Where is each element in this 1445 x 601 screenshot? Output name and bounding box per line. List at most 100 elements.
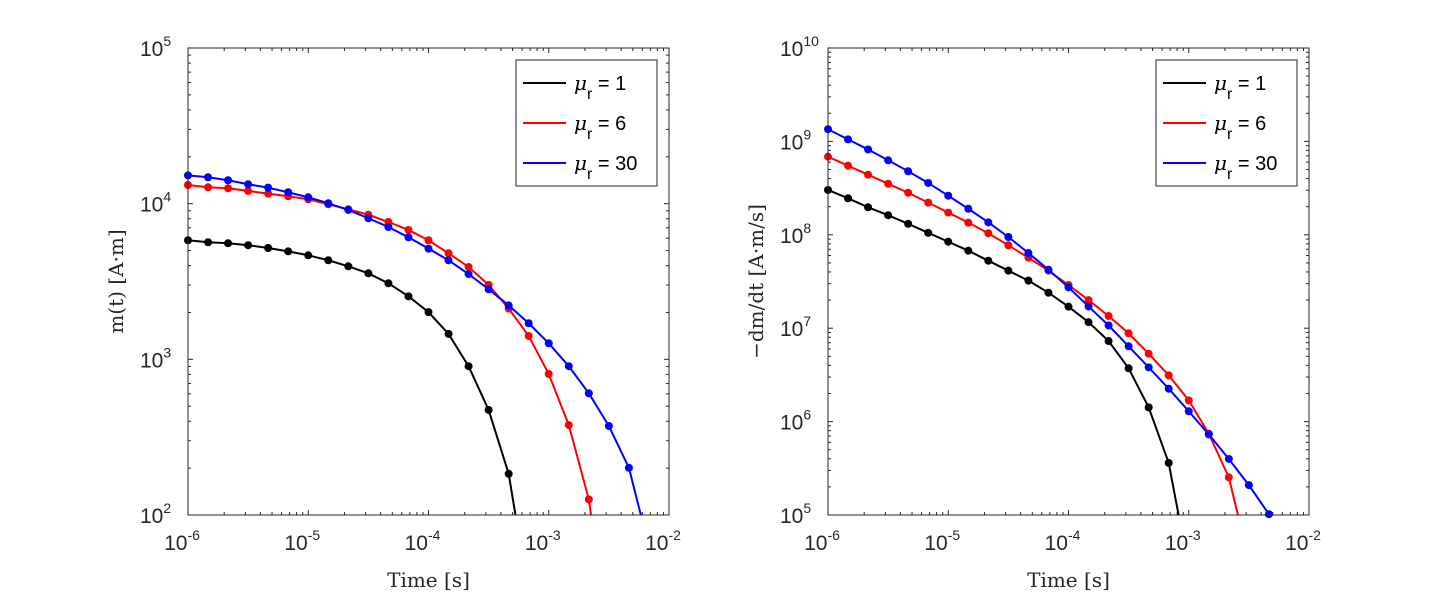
legend-symbol: μ	[574, 151, 587, 175]
tick-exponent: 5	[803, 500, 811, 516]
legend-label: μr = 1	[574, 71, 626, 103]
y-tick-label: 107	[780, 313, 811, 341]
tick-base: 10	[780, 131, 803, 154]
data-point	[204, 173, 213, 182]
legend-symbol: μ	[1214, 71, 1227, 95]
axes-box	[187, 47, 670, 516]
data-point	[464, 262, 473, 271]
data-point	[344, 262, 353, 271]
tick-exponent: 10	[803, 33, 819, 49]
data-point	[1044, 288, 1053, 297]
series-line	[187, 184, 593, 516]
y-axis-label: m(t) [A·m]	[104, 229, 128, 333]
tick-base: 10	[780, 412, 803, 435]
y-tick-label: 103	[140, 344, 171, 372]
data-point	[1064, 283, 1073, 292]
data-point	[484, 405, 493, 414]
legend-label: μr = 1	[1214, 71, 1266, 103]
y-tick-label: 106	[780, 407, 811, 435]
data-point	[1104, 321, 1113, 330]
data-point	[564, 421, 573, 430]
data-point	[924, 228, 933, 237]
legend-item: μr = 30	[523, 151, 637, 183]
data-point	[984, 256, 993, 265]
data-point	[1264, 510, 1273, 519]
data-point	[964, 246, 973, 255]
tick-base: 10	[780, 505, 803, 528]
legend-subscript: r	[587, 126, 593, 143]
legend-subscript: r	[587, 166, 593, 183]
data-point	[1024, 249, 1033, 258]
legend-value: = 6	[1232, 113, 1266, 135]
x-tick-label: 10-2	[645, 527, 681, 555]
data-point	[444, 329, 453, 338]
data-point	[1224, 454, 1233, 463]
data-point	[944, 237, 953, 246]
data-point	[1004, 233, 1013, 242]
x-axis-label: Time [s]	[387, 568, 470, 592]
legend-symbol: μ	[574, 111, 587, 135]
data-point	[424, 308, 433, 317]
series-line	[187, 174, 642, 516]
y-tick-label: 102	[140, 500, 171, 528]
y-tick-label: 105	[780, 500, 811, 528]
data-point	[624, 463, 633, 472]
data-point	[844, 135, 853, 144]
legend-value: = 30	[1232, 153, 1277, 175]
tick-base: 10	[780, 318, 803, 341]
x-tick-label: 10-4	[405, 527, 441, 555]
series-line	[827, 189, 1180, 516]
legend-label: μr = 30	[1214, 151, 1277, 183]
data-point	[244, 180, 253, 189]
axes-box	[827, 47, 1310, 516]
data-point	[324, 256, 333, 265]
tick-base: 10	[645, 532, 668, 555]
y-tick-label: 105	[140, 33, 171, 61]
legend-item: μr = 1	[1163, 71, 1266, 103]
data-point	[524, 319, 533, 328]
x-tick-label: 10-2	[1285, 527, 1321, 555]
data-point	[1164, 371, 1173, 380]
data-point	[1184, 396, 1193, 405]
x-tick-label: 10-6	[164, 527, 200, 555]
legend-label: μr = 6	[574, 111, 626, 143]
data-point	[404, 225, 413, 234]
tick-exponent: -2	[1308, 527, 1321, 543]
data-point	[1104, 312, 1113, 321]
data-point	[1124, 364, 1133, 373]
data-point	[204, 238, 213, 247]
series-line	[827, 155, 1239, 516]
data-point	[564, 362, 573, 371]
data-point	[1004, 266, 1013, 275]
tick-base: 10	[140, 194, 163, 217]
tick-base: 10	[1165, 532, 1188, 555]
tick-exponent: 4	[163, 189, 171, 205]
tick-base: 10	[525, 532, 548, 555]
tick-exponent: -3	[1188, 527, 1201, 543]
data-point	[224, 184, 233, 193]
legend-subscript: r	[1227, 126, 1233, 143]
data-point	[1224, 473, 1233, 482]
data-point	[284, 188, 293, 197]
data-point	[1144, 363, 1153, 372]
data-point	[584, 495, 593, 504]
data-point	[1084, 302, 1093, 311]
tick-exponent: -6	[187, 527, 200, 543]
legend-symbol: μ	[574, 71, 587, 95]
data-point	[264, 189, 273, 198]
data-point	[904, 167, 913, 176]
data-point	[604, 422, 613, 431]
tick-base: 10	[140, 38, 163, 61]
legend-item: μr = 30	[1163, 151, 1277, 183]
data-point	[844, 194, 853, 203]
magnetization-derivative-axes: 10-6 10-5 10-4 10-3 10-21051061071081091010T…	[744, 33, 1321, 592]
x-tick-label: 10-4	[1045, 527, 1081, 555]
tick-base: 10	[780, 38, 803, 61]
data-point	[904, 219, 913, 228]
data-point	[964, 204, 973, 213]
x-tick-label: 10-6	[804, 527, 840, 555]
data-point	[384, 279, 393, 288]
data-point	[304, 193, 313, 202]
tick-exponent: -5	[948, 527, 961, 543]
tick-base: 10	[924, 532, 947, 555]
